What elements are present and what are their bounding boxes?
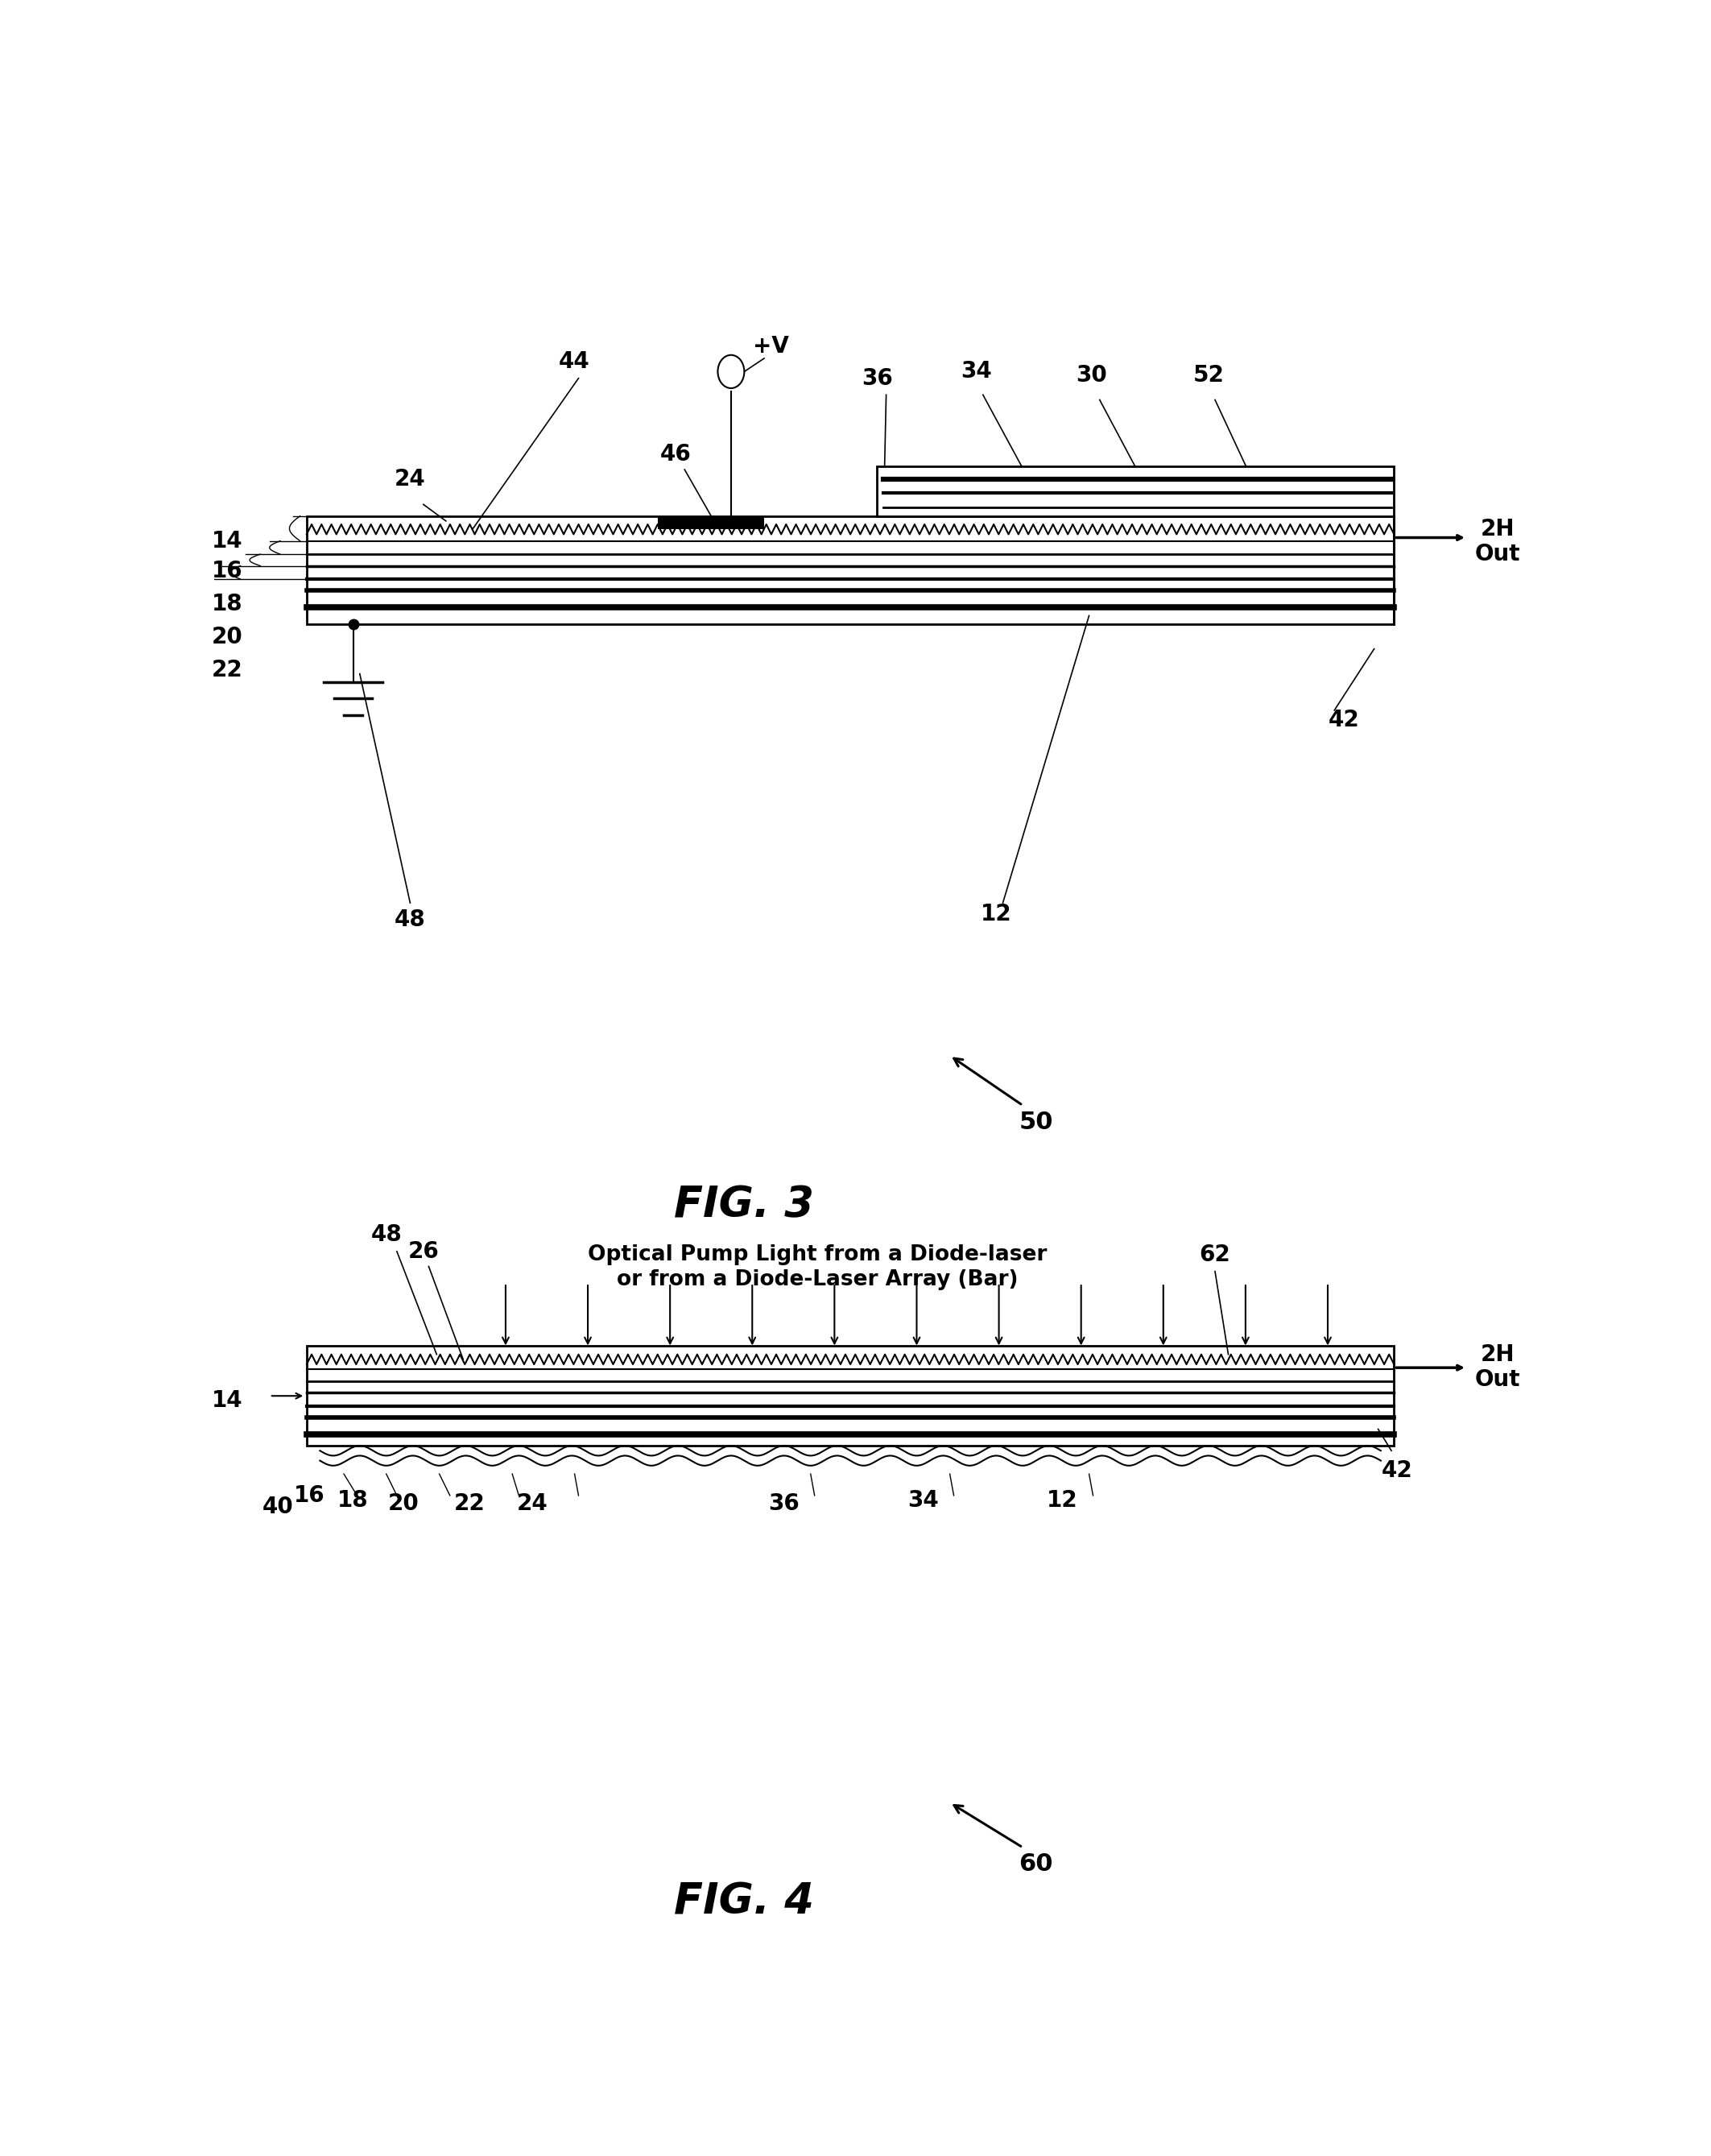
Text: 2H: 2H [1480, 1343, 1514, 1365]
Text: +V: +V [753, 336, 789, 358]
Bar [306, 1345, 1394, 1447]
Text: 16: 16 [294, 1483, 325, 1507]
Text: 44: 44 [559, 351, 590, 373]
Text: 24: 24 [395, 468, 426, 492]
Text: 20: 20 [212, 625, 243, 649]
Text: or from a Diode-Laser Array (Bar): or from a Diode-Laser Array (Bar) [616, 1270, 1018, 1289]
Text: 42: 42 [1381, 1460, 1412, 1481]
Text: 20: 20 [388, 1492, 419, 1516]
Text: 2H: 2H [1480, 517, 1514, 541]
Text: 16: 16 [212, 561, 243, 582]
Text: 18: 18 [337, 1490, 368, 1511]
Text: 52: 52 [1193, 364, 1223, 386]
Text: 14: 14 [212, 1391, 243, 1412]
Text: FIG. 4: FIG. 4 [674, 1882, 814, 1923]
Text: 30: 30 [1076, 364, 1107, 386]
Text: 36: 36 [861, 367, 893, 390]
Text: 18: 18 [212, 593, 243, 614]
Text: 34: 34 [909, 1490, 939, 1511]
Text: 12: 12 [980, 903, 1011, 925]
Bar [659, 515, 765, 530]
Text: 22: 22 [212, 660, 243, 681]
Text: 60: 60 [1020, 1852, 1054, 1876]
Text: 36: 36 [768, 1492, 799, 1516]
Text: 22: 22 [453, 1492, 486, 1516]
Text: 62: 62 [1199, 1244, 1230, 1266]
Text: 48: 48 [371, 1225, 402, 1246]
Text: 14: 14 [212, 530, 243, 552]
Text: 24: 24 [517, 1492, 548, 1516]
Text: Out: Out [1475, 1369, 1519, 1391]
Text: FIG. 3: FIG. 3 [674, 1184, 814, 1227]
Text: 42: 42 [1328, 709, 1359, 731]
Text: 50: 50 [1020, 1110, 1054, 1134]
Bar [878, 466, 1394, 515]
Text: 46: 46 [660, 444, 691, 466]
Bar [306, 515, 1394, 623]
Text: 48: 48 [395, 908, 426, 931]
Text: 34: 34 [962, 360, 992, 384]
Text: Optical Pump Light from a Diode-laser: Optical Pump Light from a Diode-laser [587, 1244, 1047, 1266]
Text: 12: 12 [1047, 1490, 1078, 1511]
Text: 40: 40 [262, 1496, 293, 1518]
Text: 26: 26 [407, 1240, 440, 1263]
Text: Out: Out [1475, 543, 1519, 565]
